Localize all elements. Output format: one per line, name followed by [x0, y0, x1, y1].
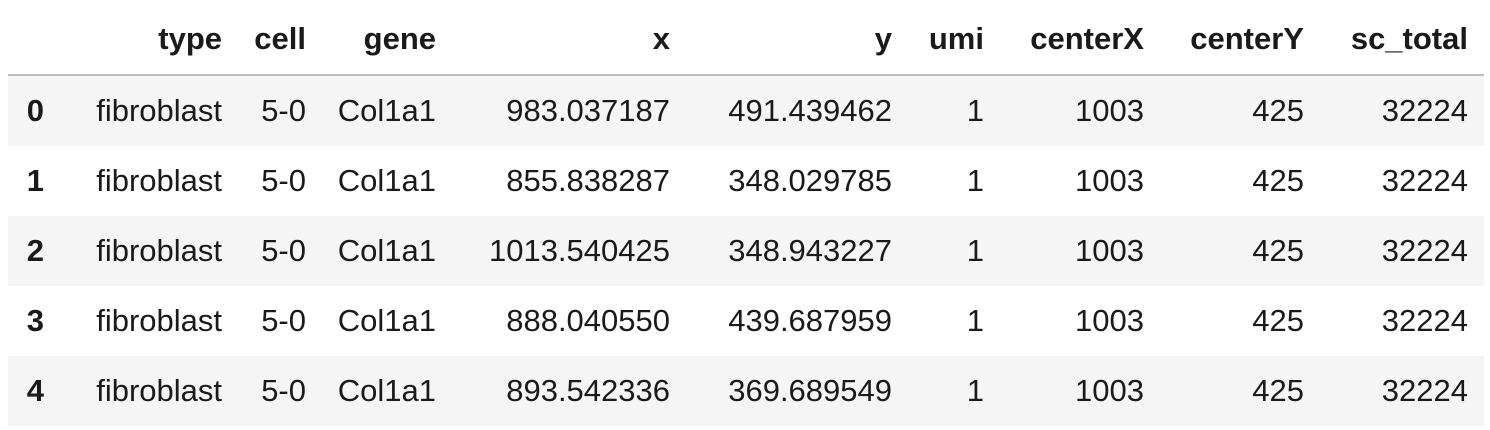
cell-centerY: 425 [1252, 233, 1304, 268]
cell-umi: 1 [966, 303, 984, 338]
cell-sc-total: 32224 [1381, 373, 1468, 408]
row-index: 2 [26, 233, 44, 268]
cell-centerX: 1003 [1075, 233, 1144, 268]
cell-sc-total: 32224 [1381, 303, 1468, 338]
table-row: 2 fibroblast 5-0 Col1a1 1013.540425 348.… [8, 216, 1484, 286]
cell-x: 888.040550 [506, 303, 670, 338]
cell-centerY: 425 [1252, 303, 1304, 338]
cell-type: fibroblast [96, 303, 222, 338]
cell-sc-total: 32224 [1381, 233, 1468, 268]
cell-type: fibroblast [96, 93, 222, 128]
cell-centerY: 425 [1252, 373, 1304, 408]
cell-type: fibroblast [96, 233, 222, 268]
cell-umi: 1 [966, 233, 984, 268]
cell-gene: Col1a1 [337, 373, 436, 408]
table-row: 3 fibroblast 5-0 Col1a1 888.040550 439.6… [8, 286, 1484, 356]
cell-centerX: 1003 [1075, 93, 1144, 128]
cell-y: 369.689549 [728, 373, 892, 408]
cell-x: 983.037187 [506, 93, 670, 128]
column-header-gene: gene [322, 4, 452, 76]
column-header-x: x [452, 4, 686, 76]
cell-cell: 5-0 [261, 373, 306, 408]
cell-umi: 1 [966, 163, 984, 198]
row-index: 0 [26, 93, 44, 128]
row-index: 1 [26, 163, 44, 198]
cell-type: fibroblast [96, 373, 222, 408]
cell-x: 893.542336 [506, 373, 670, 408]
column-header-centerY: centerY [1160, 4, 1320, 76]
row-index: 3 [26, 303, 44, 338]
cell-gene: Col1a1 [337, 233, 436, 268]
table-row: 0 fibroblast 5-0 Col1a1 983.037187 491.4… [8, 75, 1484, 146]
cell-cell: 5-0 [261, 233, 306, 268]
column-header-sc-total: sc_total [1320, 4, 1484, 76]
column-header-type: type [60, 4, 238, 76]
cell-sc-total: 32224 [1381, 163, 1468, 198]
cell-centerX: 1003 [1075, 373, 1144, 408]
column-header-y: y [686, 4, 908, 76]
cell-sc-total: 32224 [1381, 93, 1468, 128]
cell-umi: 1 [966, 93, 984, 128]
cell-centerY: 425 [1252, 163, 1304, 198]
column-header-index [8, 4, 60, 76]
cell-y: 491.439462 [728, 93, 892, 128]
cell-type: fibroblast [96, 163, 222, 198]
header-row: type cell gene x y umi centerX centerY s… [8, 4, 1484, 76]
column-header-centerX: centerX [1000, 4, 1160, 76]
cell-centerX: 1003 [1075, 303, 1144, 338]
cell-gene: Col1a1 [337, 93, 436, 128]
dataframe-table: type cell gene x y umi centerX centerY s… [8, 4, 1484, 426]
column-header-cell: cell [238, 4, 322, 76]
cell-centerX: 1003 [1075, 163, 1144, 198]
cell-cell: 5-0 [261, 93, 306, 128]
cell-centerY: 425 [1252, 93, 1304, 128]
cell-gene: Col1a1 [337, 163, 436, 198]
cell-y: 348.943227 [728, 233, 892, 268]
table-row: 1 fibroblast 5-0 Col1a1 855.838287 348.0… [8, 146, 1484, 216]
row-index: 4 [26, 373, 44, 408]
cell-y: 439.687959 [728, 303, 892, 338]
cell-y: 348.029785 [728, 163, 892, 198]
cell-x: 1013.540425 [488, 233, 670, 268]
cell-umi: 1 [966, 373, 984, 408]
cell-gene: Col1a1 [337, 303, 436, 338]
table-row: 4 fibroblast 5-0 Col1a1 893.542336 369.6… [8, 356, 1484, 426]
column-header-umi: umi [908, 4, 1000, 76]
cell-cell: 5-0 [261, 163, 306, 198]
cell-cell: 5-0 [261, 303, 306, 338]
cell-x: 855.838287 [506, 163, 670, 198]
